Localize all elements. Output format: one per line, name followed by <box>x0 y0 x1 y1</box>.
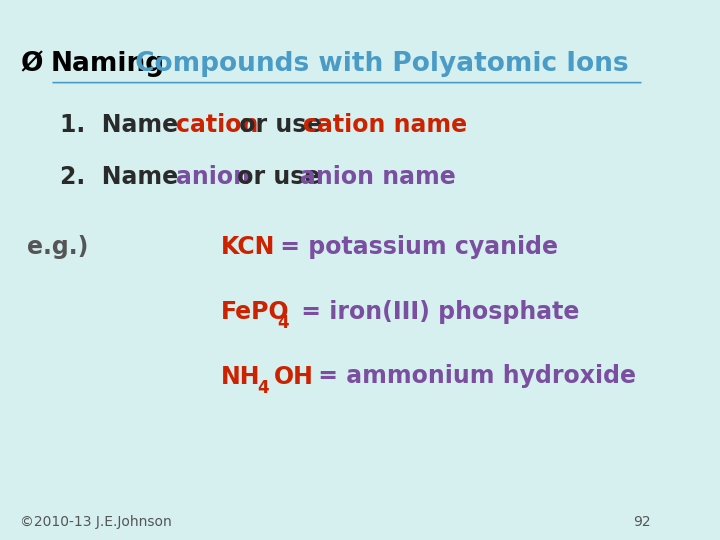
Text: = potassium cyanide: = potassium cyanide <box>271 235 557 259</box>
Text: Naming: Naming <box>50 51 164 77</box>
Text: KCN: KCN <box>221 235 276 259</box>
Text: or use: or use <box>229 165 329 188</box>
Text: 1.  Name: 1. Name <box>60 113 186 137</box>
Text: anion: anion <box>176 165 251 188</box>
Text: 4: 4 <box>258 379 269 397</box>
Text: Ø: Ø <box>20 51 42 77</box>
Text: e.g.): e.g.) <box>27 235 88 259</box>
Text: Compounds with Polyatomic Ions: Compounds with Polyatomic Ions <box>126 51 629 77</box>
Text: cation name: cation name <box>303 113 467 137</box>
Text: ©2010-13 J.E.Johnson: ©2010-13 J.E.Johnson <box>20 515 172 529</box>
Text: = ammonium hydroxide: = ammonium hydroxide <box>310 364 636 388</box>
Text: FePO: FePO <box>221 300 290 323</box>
Text: anion name: anion name <box>300 165 456 188</box>
Text: 92: 92 <box>633 515 650 529</box>
Text: 2.  Name: 2. Name <box>60 165 186 188</box>
Text: cation: cation <box>176 113 258 137</box>
Text: = iron(III) phosphate: = iron(III) phosphate <box>293 300 580 323</box>
Text: 4: 4 <box>277 314 289 332</box>
Text: OH: OH <box>274 364 313 388</box>
Text: or use: or use <box>231 113 331 137</box>
Text: NH: NH <box>221 364 261 388</box>
